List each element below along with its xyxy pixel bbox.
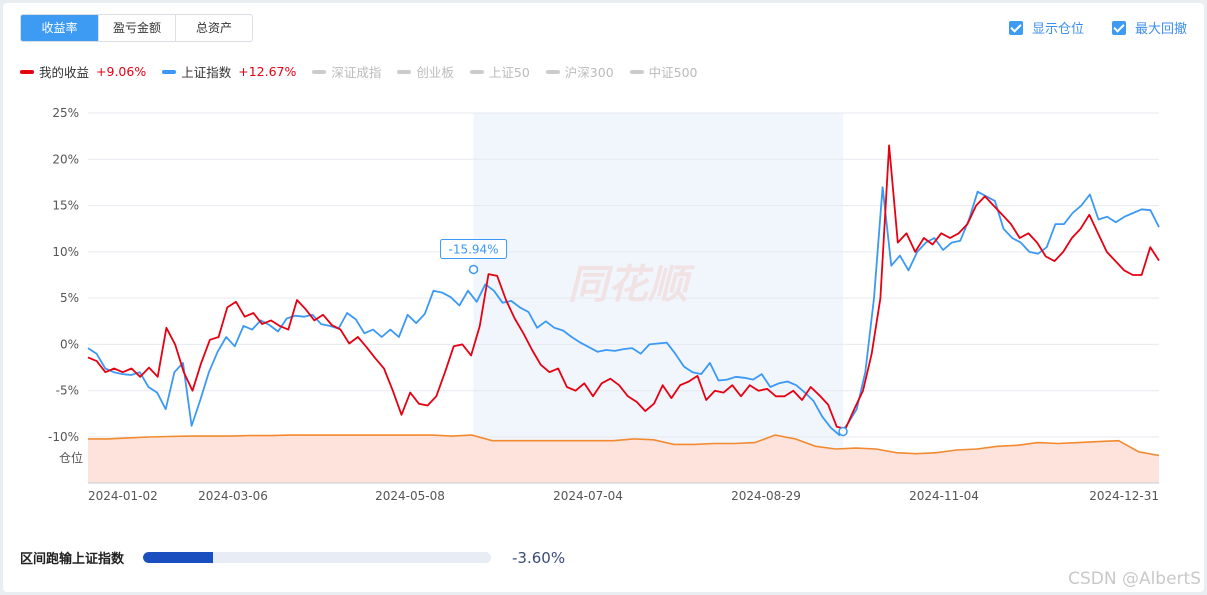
y-tick-label: 20%: [52, 152, 79, 166]
legend-label: 深证成指: [331, 65, 382, 80]
drawdown-label: -15.94%: [449, 242, 499, 256]
legend-label: 上证50: [488, 65, 530, 80]
watermark: CSDN @AlbertS: [1068, 569, 1201, 589]
legend-value: +12.67%: [238, 64, 297, 79]
max-drawdown-checkbox[interactable]: 最大回撤: [1111, 18, 1187, 37]
underperform-label: 区间跑输上证指数: [20, 552, 125, 567]
legend-label: 上证指数: [181, 65, 232, 80]
tab-profit-amount[interactable]: 盈亏金额: [98, 15, 175, 41]
drawdown-peak-marker: [468, 264, 479, 275]
legend-label: 中证500: [648, 65, 698, 80]
series-line: [87, 144, 1160, 430]
series-line: [87, 186, 1160, 436]
y-tick-label: 15%: [52, 199, 79, 213]
underperform-summary: 区间跑输上证指数 -3.60%: [20, 548, 566, 568]
legend-item[interactable]: 深证成指: [312, 62, 381, 81]
display-options: 显示仓位 最大回撤: [1008, 18, 1187, 37]
legend-swatch: [20, 69, 34, 74]
legend-item[interactable]: 创业板: [397, 62, 454, 81]
max-drawdown-label: 最大回撤: [1134, 22, 1187, 37]
y-tick-label: 25%: [52, 106, 79, 120]
legend-label: 创业板: [416, 65, 454, 80]
legend-item[interactable]: 我的收益 +9.06%: [20, 62, 146, 81]
legend-item[interactable]: 沪深300: [545, 62, 614, 81]
position-line: [88, 434, 1160, 457]
show-position-label: 显示仓位: [1031, 22, 1084, 37]
y-tick-label: -10%: [48, 430, 79, 444]
x-tick-label: 2024-08-29: [731, 489, 801, 503]
legend-swatch: [397, 69, 412, 74]
x-tick-label: 2024-11-04: [909, 489, 979, 503]
legend-label: 沪深300: [564, 65, 614, 80]
legend-value: +9.06%: [96, 64, 147, 79]
legend-swatch: [545, 69, 560, 74]
tab-total-assets[interactable]: 总资产: [175, 15, 252, 41]
legend-label: 我的收益: [39, 65, 90, 80]
legend-swatch: [312, 69, 327, 74]
legend-item[interactable]: 上证指数 +12.67%: [162, 62, 296, 81]
position-axis-label: 仓位: [59, 450, 83, 465]
legend-swatch: [629, 69, 644, 74]
checkbox-checked-icon: [1008, 20, 1023, 35]
chart-watermark: 同花顺: [568, 262, 695, 308]
legend-swatch: [162, 69, 177, 74]
legend-item[interactable]: 上证50: [469, 62, 530, 81]
y-tick-label: 5%: [60, 291, 79, 305]
position-area: [88, 435, 1159, 483]
x-tick-label: 2024-01-02: [88, 489, 158, 503]
checkbox-checked-icon: [1111, 20, 1126, 35]
x-tick-label: 2024-05-08: [375, 489, 445, 503]
x-tick-label: 2024-03-06: [198, 489, 268, 503]
x-tick-label: 2024-07-04: [553, 489, 623, 503]
y-tick-label: 0%: [60, 337, 79, 351]
x-tick-label: 2024-12-31: [1089, 489, 1159, 503]
chart-legend: 我的收益 +9.06% 上证指数 +12.67% 深证成指 创业板 上证50 沪深300 中证5…: [20, 62, 714, 81]
legend-swatch: [469, 69, 484, 74]
underperform-value: -3.60%: [512, 548, 566, 567]
drawdown-trough-marker: [838, 426, 848, 437]
tab-return-rate[interactable]: 收益率: [21, 15, 98, 41]
drawdown-label-box: [440, 238, 508, 259]
metric-tabs: 收益率 盈亏金额 总资产: [20, 14, 253, 42]
y-tick-label: -5%: [56, 384, 79, 398]
legend-item[interactable]: 中证500: [629, 62, 698, 81]
underperform-bar-fill: [143, 552, 213, 563]
y-tick-label: 10%: [52, 245, 79, 259]
show-position-checkbox[interactable]: 显示仓位: [1008, 18, 1084, 37]
underperform-bar: [143, 552, 492, 563]
